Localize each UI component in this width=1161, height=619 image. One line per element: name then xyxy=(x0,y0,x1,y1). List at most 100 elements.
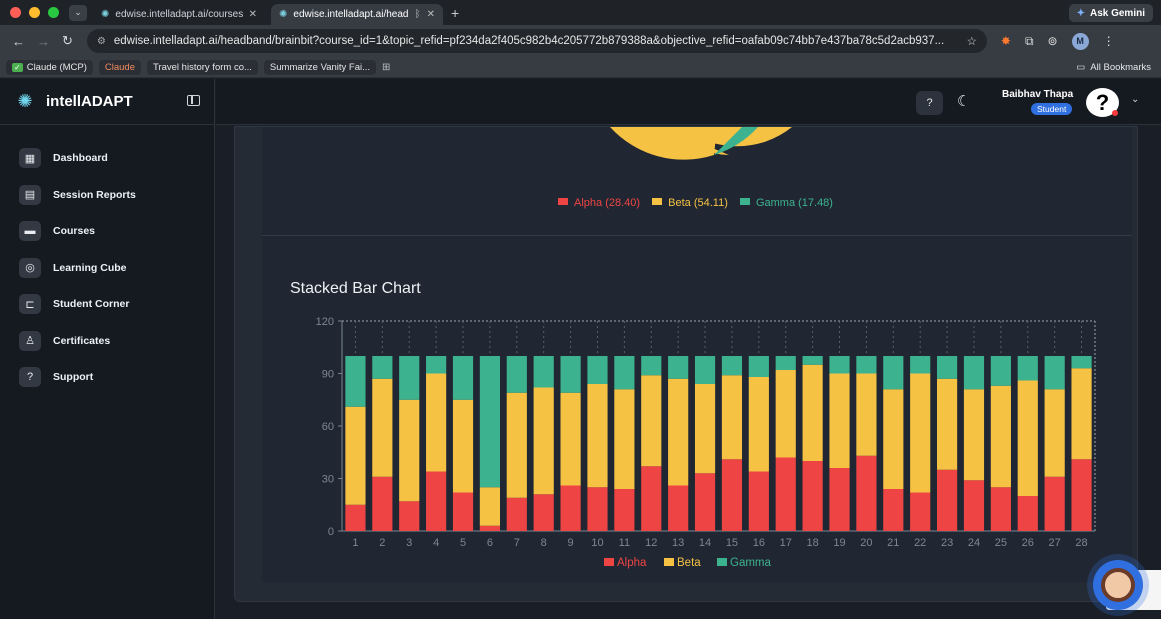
reload-icon[interactable]: ↻ xyxy=(62,33,73,48)
bar-beta xyxy=(963,389,985,481)
sidebar-item-certificates[interactable]: ♙ Certificates xyxy=(0,323,214,360)
x-tick-label: 28 xyxy=(1075,537,1087,549)
url-field[interactable]: ⚙ edwise.intelladapt.ai/headband/brainbi… xyxy=(86,29,987,53)
legend-label-gamma: Gamma xyxy=(730,557,772,569)
x-tick-label: 25 xyxy=(995,537,1007,549)
sidebar-item-courses[interactable]: ▬ Courses xyxy=(0,213,214,250)
chevron-down-icon[interactable]: ⌄ xyxy=(1131,94,1140,105)
sidebar-item-session-reports[interactable]: ▤ Session Reports xyxy=(0,177,214,214)
bar-alpha xyxy=(345,504,366,531)
chevron-down-icon: ⌄ xyxy=(74,7,82,17)
bar-beta xyxy=(345,406,366,505)
assistant-chat-button[interactable] xyxy=(1093,560,1143,610)
folder-icon: ▭ xyxy=(1076,61,1086,73)
browser-tab-headband[interactable]: ✺ edwise.intelladapt.ai/head ᛒ ✕ xyxy=(271,4,443,25)
legend-swatch-alpha xyxy=(604,558,614,566)
certificate-icon: ♙ xyxy=(19,330,41,351)
bookmark-label: Summarize Vanity Fai... xyxy=(269,61,371,73)
side-panel-icon[interactable]: ⊚ xyxy=(1047,34,1058,48)
brain-icon: ◎ xyxy=(19,257,41,278)
site-settings-icon[interactable]: ⚙ xyxy=(96,35,106,47)
forward-icon[interactable]: → xyxy=(37,33,50,49)
bookmark-star-icon[interactable]: ☆ xyxy=(966,36,977,48)
close-tab-icon[interactable]: ✕ xyxy=(426,9,435,20)
all-bookmarks-button[interactable]: ▭ All Bookmarks xyxy=(1076,62,1151,73)
y-tick-label: 60 xyxy=(322,421,334,433)
browser-tab-courses[interactable]: ✺ edwise.intelladapt.ai/courses ✕ xyxy=(93,4,265,25)
bar-beta xyxy=(1044,389,1065,477)
bar-beta xyxy=(937,378,958,470)
sidebar-item-student-corner[interactable]: ⊏ Student Corner xyxy=(0,286,214,323)
legend-item-beta[interactable]: Beta (54.11) xyxy=(652,197,731,209)
help-button[interactable]: ? xyxy=(916,91,943,115)
close-tab-icon[interactable]: ✕ xyxy=(248,9,257,20)
sidebar-item-learning-cube[interactable]: ◎ Learning Cube xyxy=(0,250,214,287)
x-tick-label: 7 xyxy=(514,537,520,549)
bar-beta xyxy=(856,373,877,456)
x-tick-label: 20 xyxy=(860,537,872,549)
bar-beta xyxy=(748,377,769,472)
bar-beta xyxy=(694,384,716,474)
tab-search-button[interactable]: ⌄ xyxy=(69,4,87,21)
sidebar-item-support[interactable]: ? Support xyxy=(0,359,214,396)
back-icon[interactable]: ← xyxy=(12,33,25,49)
user-name: Baibhav Thapa xyxy=(1002,89,1074,100)
x-tick-label: 21 xyxy=(887,537,899,549)
sidebar-item-label: Courses xyxy=(53,225,96,238)
content-panel: Alpha (28.40) Beta (54.11) Gamma (17.48)… xyxy=(234,126,1138,602)
bar-beta xyxy=(479,487,500,526)
extension-icon[interactable]: ✸ xyxy=(1000,34,1011,48)
bar-gamma xyxy=(1071,356,1092,369)
bookmark-claude[interactable]: Claude xyxy=(98,59,141,75)
minimize-window-button[interactable] xyxy=(29,7,40,18)
main-content: Alpha (28.40) Beta (54.11) Gamma (17.48)… xyxy=(216,126,1161,619)
bookmark-claude-mcp[interactable]: ✓ Claude (MCP) xyxy=(6,59,93,75)
x-tick-label: 14 xyxy=(699,537,711,549)
profile-avatar[interactable]: M xyxy=(1071,32,1089,50)
chart-icon: ⊏ xyxy=(19,294,41,315)
sidebar-toggle-icon[interactable] xyxy=(187,95,200,106)
new-tab-button[interactable]: + xyxy=(451,4,460,21)
bar-gamma xyxy=(533,356,554,388)
dark-mode-toggle-icon[interactable]: ☾ xyxy=(957,93,971,110)
bar-alpha xyxy=(937,469,958,531)
tab-groups-icon[interactable]: ⊞ xyxy=(382,61,391,73)
sidebar-item-dashboard[interactable]: ▦ Dashboard xyxy=(0,140,214,177)
bar-alpha xyxy=(829,468,850,531)
intelladapt-logo-icon: ✺ xyxy=(17,91,33,111)
close-window-button[interactable] xyxy=(10,7,21,18)
bookmark-summarize[interactable]: Summarize Vanity Fai... xyxy=(263,59,377,75)
bar-beta xyxy=(883,389,904,489)
x-tick-label: 17 xyxy=(780,537,792,549)
x-tick-label: 27 xyxy=(1049,537,1061,549)
ask-gemini-button[interactable]: ✦ Ask Gemini xyxy=(1068,4,1153,22)
bar-beta xyxy=(399,399,420,502)
legend-item-alpha[interactable]: Alpha (28.40) xyxy=(558,197,643,209)
x-tick-label: 1 xyxy=(352,537,358,549)
bar-beta xyxy=(587,384,608,488)
x-tick-label: 19 xyxy=(833,537,845,549)
pie-legend: Alpha (28.40) Beta (54.11) Gamma (17.48) xyxy=(262,197,1132,209)
bookmark-travel-history[interactable]: Travel history form co... xyxy=(147,59,258,75)
sidebar-item-label: Learning Cube xyxy=(53,261,127,274)
bar-gamma xyxy=(1017,356,1038,381)
bar-beta xyxy=(506,392,527,498)
more-menu-icon[interactable]: ⋮ xyxy=(1102,34,1115,48)
bar-alpha xyxy=(990,487,1011,531)
legend-item-gamma[interactable]: Gamma (17.48) xyxy=(739,197,836,209)
bar-gamma xyxy=(910,356,931,374)
site-favicon-icon: ✺ xyxy=(279,9,288,20)
address-bar-row: ← → ↻ ⚙ edwise.intelladapt.ai/headband/b… xyxy=(0,25,1161,57)
extensions-puzzle-icon[interactable]: ⧉ xyxy=(1024,33,1034,48)
y-tick-label: 120 xyxy=(316,316,334,328)
divider xyxy=(262,235,1132,236)
bar-alpha xyxy=(856,455,877,531)
x-tick-label: 4 xyxy=(433,537,439,549)
bar-beta xyxy=(990,385,1011,488)
sidebar-item-label: Certificates xyxy=(53,334,111,347)
bar-beta xyxy=(641,375,662,467)
user-avatar[interactable]: ? xyxy=(1086,88,1119,117)
zoom-window-button[interactable] xyxy=(48,7,59,18)
x-tick-label: 22 xyxy=(914,537,926,549)
all-bookmarks-label: All Bookmarks xyxy=(1090,61,1151,73)
